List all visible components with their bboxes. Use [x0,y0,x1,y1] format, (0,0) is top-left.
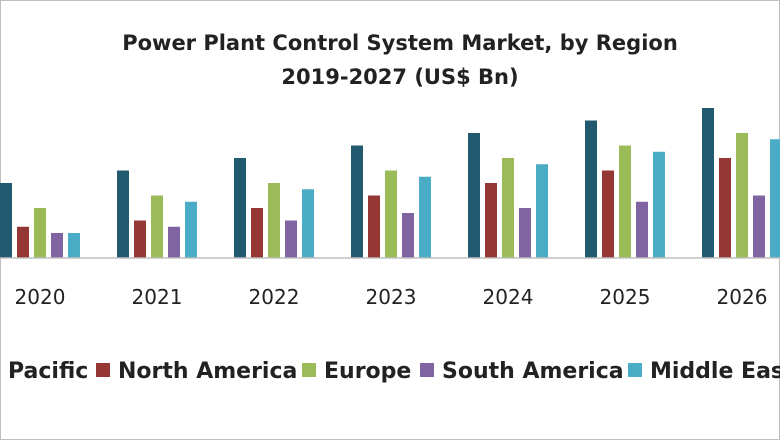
legend-label-europe: Europe [324,359,411,384]
bar-north-america-2023 [368,195,380,258]
bar-north-america-2020 [17,226,29,258]
chart-subtitle: 2019-2027 (US$ Bn) [281,65,519,89]
bar-north-america-2025 [602,170,614,258]
bar-asia-pacific-2024 [468,133,480,258]
bar-europe-2026 [736,133,748,258]
bar-middle-east-2022 [302,189,314,258]
bar-south-america-2025 [636,201,648,258]
bar-middle-east-2020 [68,233,80,258]
bar-europe-2022 [268,183,280,258]
bar-asia-pacific-2021 [117,170,129,258]
bar-south-america-2020 [51,233,63,258]
legend-label-south-america: South America [442,359,624,384]
bar-asia-pacific-2022 [234,158,246,258]
x-tick-2021: 2021 [132,285,183,309]
legend-label-middle-east: Middle Eas [650,359,780,384]
bar-north-america-2024 [485,183,497,258]
bar-asia-pacific-2020 [0,183,12,258]
bar-south-america-2024 [519,208,531,258]
legend-label-asia-pacific: Pacific [8,359,88,384]
bar-north-america-2022 [251,208,263,258]
bar-north-america-2021 [134,220,146,258]
bar-europe-2021 [151,195,163,258]
bars-group [0,108,780,258]
bar-south-america-2023 [402,213,414,258]
bar-middle-east-2023 [419,176,431,258]
x-tick-2026: 2026 [717,285,768,309]
bar-middle-east-2021 [185,201,197,258]
legend-label-north-america: North America [118,359,297,384]
legend-swatch-middle-east [628,363,642,377]
x-tick-2023: 2023 [366,285,417,309]
bar-middle-east-2025 [653,151,665,258]
x-tick-2022: 2022 [249,285,300,309]
x-tick-labels: 2020 2021 2022 2023 2024 2025 2026 [15,285,768,309]
legend: Pacific North America Europe South America M… [8,359,780,384]
x-tick-2020: 2020 [15,285,66,309]
legend-swatch-south-america [420,363,434,377]
x-tick-2025: 2025 [600,285,651,309]
legend-swatch-north-america [96,363,110,377]
bar-middle-east-2026 [770,139,780,258]
bar-asia-pacific-2025 [585,120,597,258]
bar-europe-2020 [34,208,46,258]
bar-middle-east-2024 [536,164,548,258]
bar-asia-pacific-2023 [351,145,363,258]
bar-europe-2023 [385,170,397,258]
bar-north-america-2026 [719,158,731,258]
legend-swatch-europe [302,363,316,377]
bar-south-america-2021 [168,226,180,258]
bar-europe-2025 [619,145,631,258]
bar-south-america-2026 [753,195,765,258]
chart-title: Power Plant Control System Market, by Re… [122,31,678,55]
x-tick-2024: 2024 [483,285,534,309]
bar-south-america-2022 [285,220,297,258]
bar-europe-2024 [502,158,514,258]
bar-asia-pacific-2026 [702,108,714,258]
